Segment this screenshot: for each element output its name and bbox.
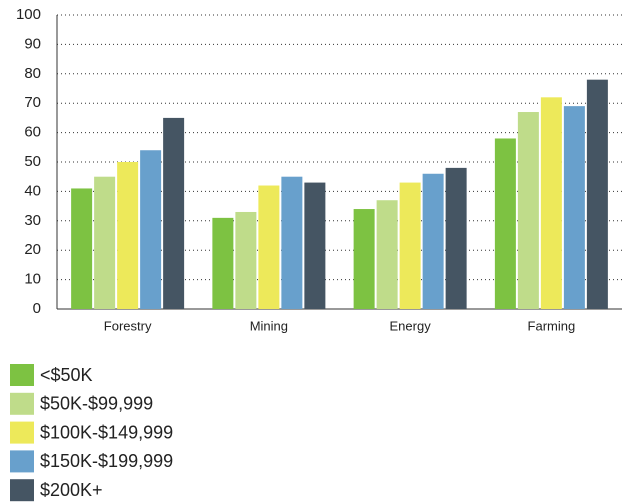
bar	[94, 176, 116, 309]
legend-swatch	[10, 479, 34, 502]
legend-swatch	[10, 392, 34, 415]
bar	[117, 162, 139, 309]
bar	[140, 150, 162, 309]
legend-swatch	[10, 421, 34, 444]
bar	[494, 138, 516, 309]
y-tick-label: 70	[24, 94, 41, 111]
legend-label: $50K-$99,999	[40, 394, 153, 414]
bar	[517, 112, 539, 310]
legend-label: $150K-$199,999	[40, 451, 173, 471]
bar	[304, 182, 326, 309]
bar	[163, 117, 185, 310]
legend-label: $100K-$149,999	[40, 422, 173, 442]
bar	[212, 217, 234, 309]
bar	[540, 97, 562, 309]
y-tick-label: 0	[33, 300, 41, 317]
bar	[258, 185, 280, 309]
legend-label: $200K+	[40, 480, 103, 500]
bar	[563, 106, 585, 309]
y-tick-label: 40	[24, 182, 41, 199]
legend-label: <$50K	[40, 365, 93, 385]
bar	[376, 200, 398, 309]
legend-swatch	[10, 364, 34, 386]
bar	[586, 79, 608, 310]
x-tick-label: Mining	[250, 318, 288, 333]
y-tick-label: 90	[24, 35, 41, 52]
bar	[353, 209, 375, 309]
bar	[399, 182, 421, 309]
y-tick-label: 20	[24, 241, 41, 258]
bar	[281, 176, 303, 309]
y-tick-label: 10	[24, 271, 41, 288]
x-tick-label: Farming	[528, 318, 576, 333]
legend-swatch	[10, 450, 34, 473]
x-tick-label: Energy	[390, 318, 432, 333]
y-tick-label: 60	[24, 124, 41, 141]
y-tick-label: 30	[24, 212, 41, 229]
y-tick-label: 50	[24, 153, 41, 170]
bar	[422, 173, 444, 309]
bar	[445, 167, 467, 309]
bar	[235, 211, 257, 309]
bar	[71, 188, 93, 309]
y-tick-label: 100	[16, 6, 41, 23]
y-tick-label: 80	[24, 65, 41, 82]
x-tick-label: Forestry	[104, 318, 152, 333]
